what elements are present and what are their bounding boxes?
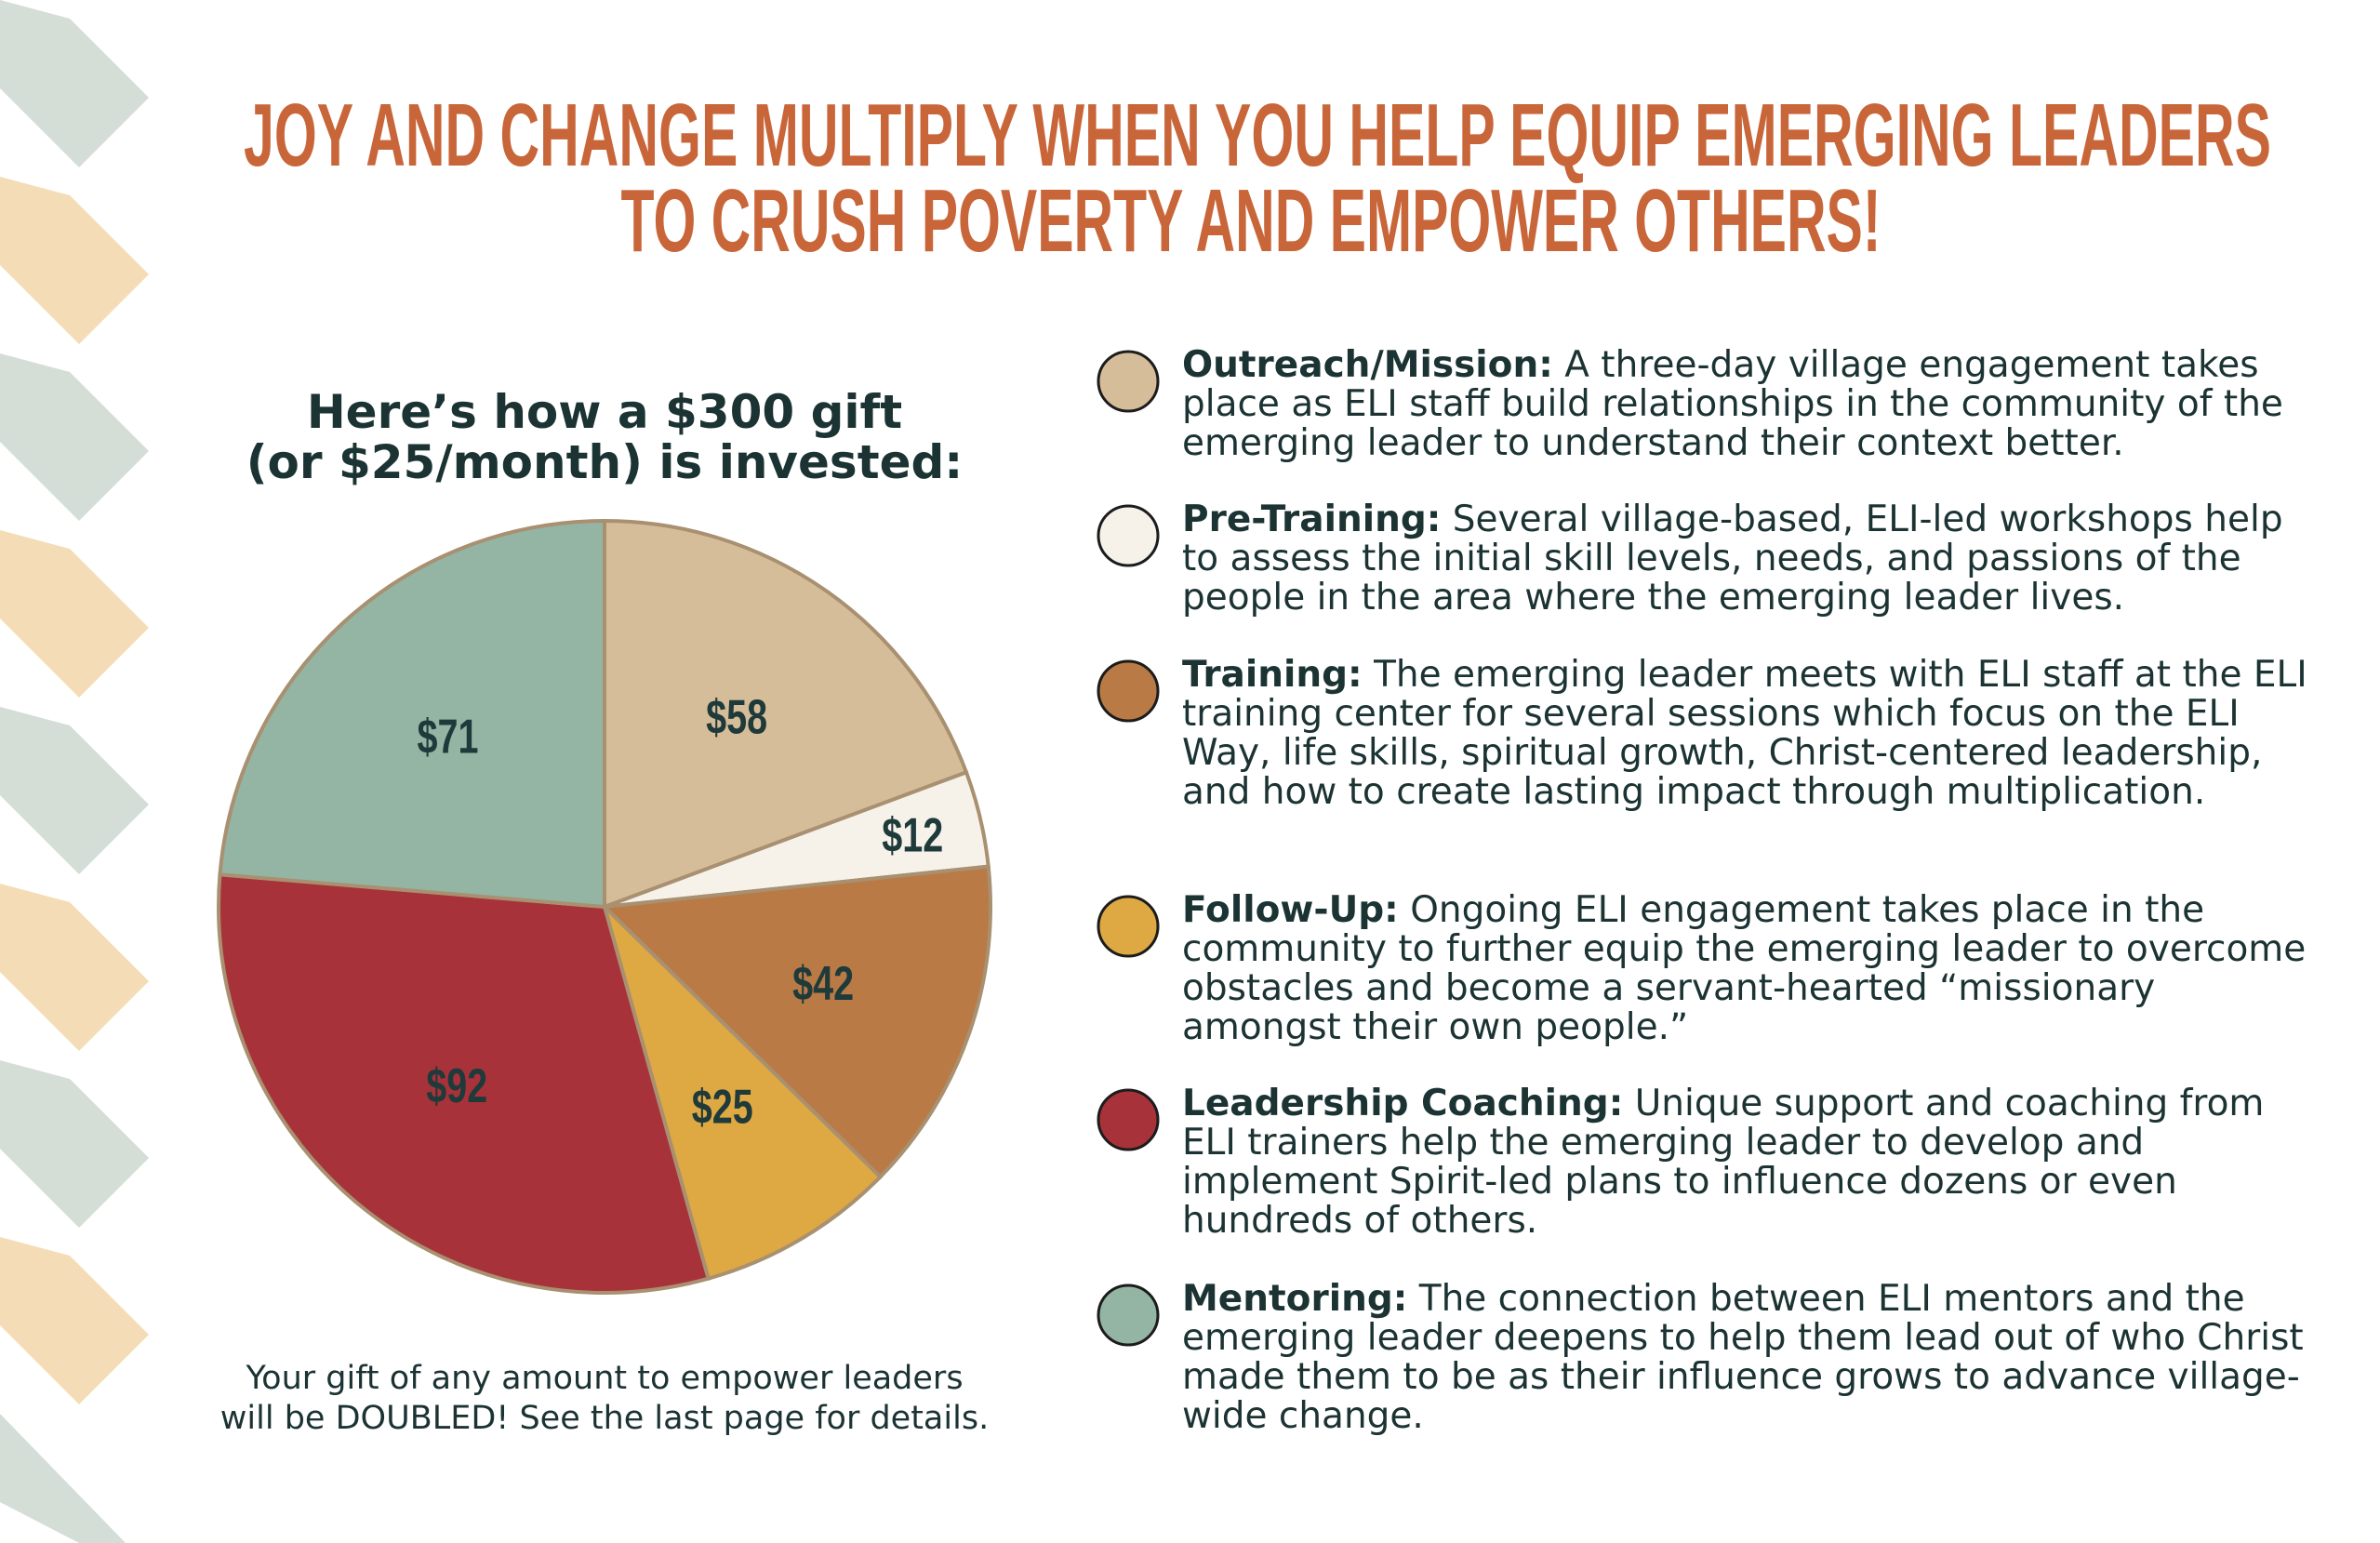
legend-item: Mentoring: The connection between ELI me… bbox=[1182, 1280, 2317, 1436]
value-label: $25 bbox=[692, 1080, 753, 1134]
pie: $58 $12 $42 $25 $92 $71 bbox=[217, 518, 992, 1295]
pie-slice bbox=[217, 872, 711, 1295]
value-label: $71 bbox=[417, 711, 478, 765]
legend-item: Pre-Training: Several village-based, ELI… bbox=[1182, 500, 2317, 618]
legend-item: Training: The emerging leader meets with… bbox=[1182, 656, 2317, 812]
legend-item: Leadership Coaching: Unique support and … bbox=[1182, 1084, 2317, 1241]
value-label: $92 bbox=[426, 1059, 487, 1113]
pie-slice bbox=[603, 518, 969, 910]
legend-swatch bbox=[1097, 1088, 1160, 1151]
legend-swatch bbox=[1097, 895, 1160, 958]
pie-slice bbox=[600, 864, 992, 1180]
value-label: $58 bbox=[706, 691, 767, 745]
footnote: will be DOUBLED! See the last page for d… bbox=[220, 1400, 989, 1437]
legend-label: Leadership Coaching: bbox=[1182, 1083, 1624, 1124]
legend-label: Pre-Training: bbox=[1182, 499, 1442, 540]
decor-stripes bbox=[0, 0, 149, 1543]
legend-description: Several village-based, ELI-led workshops… bbox=[1182, 499, 2283, 619]
page-title: TO CRUSH POVERTY AND EMPOWER OTHERS! bbox=[621, 171, 1881, 271]
legend-description: The connection between ELI mentors and t… bbox=[1182, 1278, 2304, 1437]
legend-swatch bbox=[1097, 659, 1160, 723]
value-label: $42 bbox=[792, 957, 854, 1011]
chart-title: Here’s how a $300 gift bbox=[307, 385, 902, 439]
legend-swatch bbox=[1097, 350, 1160, 413]
legend-label: Mentoring: bbox=[1182, 1278, 1408, 1320]
legend-description: The emerging leader meets with ELI staff… bbox=[1182, 654, 2307, 813]
legend-swatches bbox=[1097, 350, 1160, 1347]
legend-label: Training: bbox=[1182, 654, 1363, 696]
legend-item: Follow-Up: Ongoing ELI engagement takes … bbox=[1182, 891, 2317, 1047]
pie-slice bbox=[601, 900, 884, 1282]
page-title: JOY AND CHANGE MULTIPLY WHEN YOU HELP EQ… bbox=[244, 86, 2271, 185]
legend-swatch bbox=[1097, 504, 1160, 567]
legend-description: Ongoing ELI engagement takes place in th… bbox=[1182, 889, 2307, 1048]
legend-label: Outreach/Mission: bbox=[1182, 344, 1553, 386]
legend-swatch bbox=[1097, 1284, 1160, 1347]
legend-description: A three-day village engagement takes pla… bbox=[1182, 344, 2283, 464]
value-label: $12 bbox=[882, 808, 943, 862]
pie-slice bbox=[218, 518, 606, 910]
chart-title: (or $25/month) is invested: bbox=[246, 435, 964, 489]
legend-description: Unique support and coaching from ELI tra… bbox=[1182, 1083, 2265, 1242]
footnote: Your gift of any amount to empower leade… bbox=[245, 1360, 963, 1397]
legend-label: Follow-Up: bbox=[1182, 889, 1399, 931]
legend-item: Outreach/Mission: A three-day village en… bbox=[1182, 346, 2317, 463]
